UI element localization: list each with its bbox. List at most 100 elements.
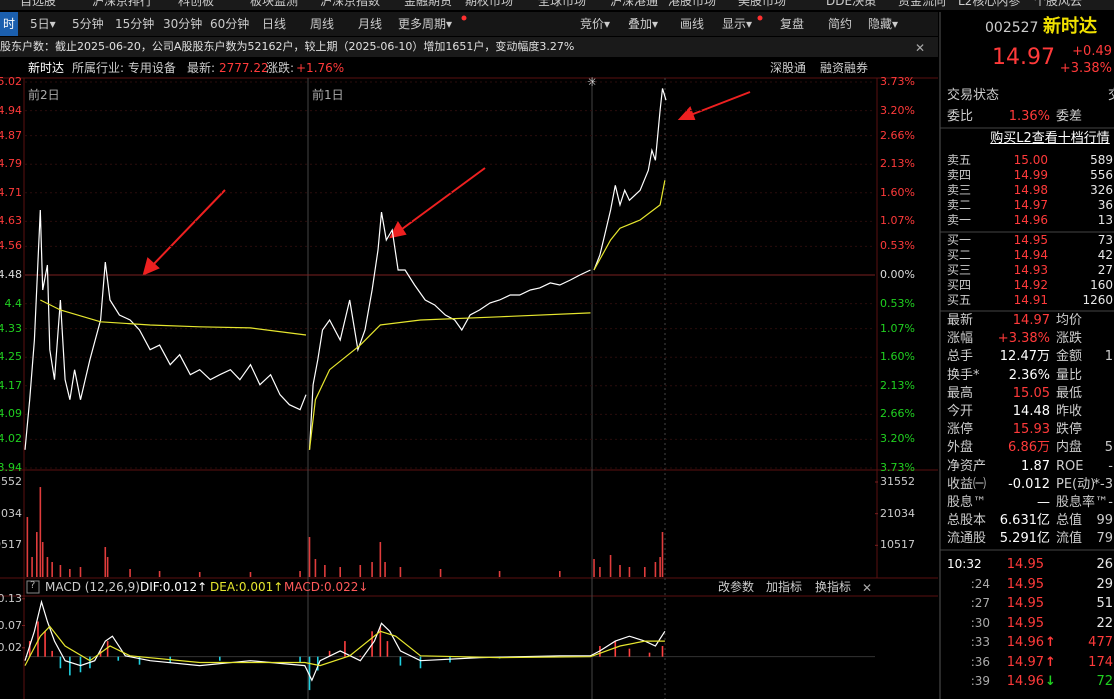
bar	[628, 567, 631, 577]
book-volume: 13	[1097, 213, 1113, 227]
book-volume: 73	[1097, 233, 1113, 247]
tick-time: :39	[970, 674, 990, 688]
pct-tick-label: 1.60%	[880, 350, 915, 364]
day-label: 前1日	[312, 88, 344, 102]
menu-item[interactable]: 港股市场	[668, 0, 717, 8]
bar	[643, 567, 646, 577]
period-tab[interactable]: 60分钟	[210, 17, 250, 31]
bar	[31, 557, 33, 577]
tick-time: :30	[970, 615, 990, 630]
menu-item[interactable]: 个股风云	[1034, 0, 1083, 8]
period-tab[interactable]: 周线	[310, 17, 335, 31]
tool-button[interactable]: 叠加▾	[628, 17, 659, 31]
dif: DIF:0.012↑	[140, 580, 208, 594]
series-line	[40, 180, 666, 450]
field-label: 总手	[947, 349, 974, 365]
bar	[36, 532, 38, 577]
tool-button[interactable]: 隐藏▾	[868, 17, 899, 31]
book-volume: 160	[1090, 278, 1113, 292]
book-level: 卖一	[947, 213, 972, 227]
menu-item[interactable]: 期权市场	[465, 0, 514, 8]
period-tab[interactable]: 15分钟	[115, 17, 155, 31]
tool-button[interactable]: 显示▾	[722, 17, 753, 31]
menu-item[interactable]: 沪深京指数	[320, 0, 381, 8]
book-volume: 1260	[1082, 293, 1113, 307]
book-volume: 27	[1097, 263, 1113, 277]
close-icon[interactable]: ✕	[915, 41, 925, 55]
field-value: -0.012	[1008, 476, 1050, 492]
bar	[399, 567, 402, 577]
tool-button[interactable]: 竞价▾	[580, 17, 611, 31]
menu-bar	[0, 0, 1114, 10]
book-price: 14.97	[1013, 198, 1048, 212]
close-icon[interactable]: ✕	[862, 581, 872, 595]
menu-item[interactable]: 美股市场	[738, 0, 787, 8]
bar	[439, 569, 442, 577]
menu-item[interactable]: 沪深京排行	[92, 0, 153, 8]
field-label: 最高	[947, 385, 974, 401]
pct-tick-label: 3.20%	[880, 432, 915, 446]
annotation-arrows	[142, 91, 751, 276]
tick-volume: 72	[1096, 674, 1113, 689]
index-value: 2777.22	[219, 61, 269, 75]
field-label: 金额	[1056, 349, 1083, 365]
l2-link[interactable]: 购买L2查看十档行情	[990, 131, 1110, 146]
period-tab[interactable]: 5分钟	[72, 17, 104, 31]
pct-tick-label: 2.13%	[880, 378, 915, 392]
field-label: 最新	[947, 313, 974, 328]
field-label: 总股本	[947, 513, 987, 529]
y-tick-label: 4.94	[0, 103, 22, 117]
field-label: 均价	[1056, 313, 1083, 328]
field-value: 5.291亿	[999, 531, 1050, 547]
book-level: 卖五	[947, 153, 972, 167]
period-tab[interactable]: 时	[3, 17, 16, 31]
y-tick-label: 3552	[0, 475, 22, 488]
menu-item[interactable]: 沪深港通	[610, 0, 659, 8]
bar	[99, 650, 102, 657]
bar	[379, 542, 382, 577]
book-price: 14.96	[1013, 213, 1048, 227]
field-value: 6.631亿	[999, 513, 1050, 529]
menu-item[interactable]: 板块监测	[250, 0, 299, 8]
help[interactable]: ?	[30, 580, 36, 591]
bar	[198, 572, 201, 577]
menu-item[interactable]: DDE决策	[826, 0, 877, 8]
period-tab[interactable]: 5日▾	[30, 17, 56, 31]
tool-button[interactable]: 复盘	[780, 17, 805, 31]
bar	[69, 656, 71, 676]
field-label: 涨幅	[947, 331, 974, 347]
pct-tick-label: 1.07%	[880, 321, 915, 335]
y-tick-label: 3.94	[0, 461, 22, 474]
indicator-button[interactable]: 改参数	[718, 580, 755, 594]
menu-item[interactable]: 金融期货	[404, 0, 453, 8]
book-price: 15.00	[1013, 153, 1048, 167]
menu-item[interactable]: 自选股	[20, 0, 57, 8]
book-level: 买三	[947, 263, 972, 277]
book-price: 14.93	[1013, 263, 1048, 277]
indicator-button[interactable]: 加指标	[766, 580, 803, 594]
y-tick-label: 10517	[880, 538, 915, 552]
link[interactable]: 融资融券	[820, 61, 869, 75]
field-label: 涨停	[947, 422, 974, 438]
period-tab[interactable]: 日线	[262, 17, 287, 31]
y-tick-label: 0.13	[0, 591, 22, 605]
menu-item[interactable]: 科创板	[178, 0, 215, 8]
bar	[654, 562, 657, 577]
bar	[498, 571, 501, 577]
menu-item[interactable]: 全球市场	[538, 0, 587, 8]
period-tab[interactable]: 30分钟	[163, 17, 203, 31]
tool-button[interactable]: 画线	[680, 17, 705, 31]
tool-button[interactable]: 简约	[828, 17, 853, 31]
field-label: 内盘	[1056, 440, 1083, 456]
menu-item[interactable]: L2核心内参	[958, 0, 1021, 8]
menu-item[interactable]: 资金流向	[898, 0, 947, 8]
book-price: 14.95	[1013, 233, 1048, 247]
indicator-button[interactable]: 换指标	[815, 580, 852, 594]
bar	[558, 571, 561, 577]
bar	[661, 645, 664, 657]
y-tick-label: 21034	[880, 506, 915, 520]
bar	[344, 641, 346, 657]
period-tab[interactable]: 月线	[358, 17, 383, 31]
link[interactable]: 深股通	[770, 61, 807, 75]
period-tab[interactable]: 更多周期▾	[398, 17, 453, 31]
